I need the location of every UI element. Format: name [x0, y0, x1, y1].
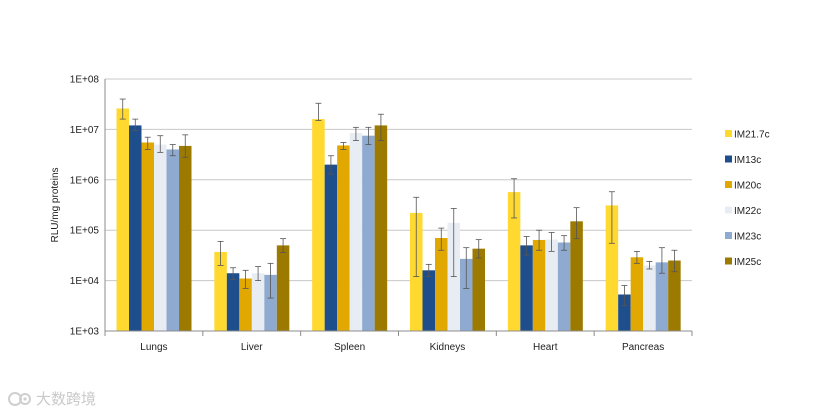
bar	[643, 265, 656, 331]
bar	[324, 164, 338, 331]
bar	[570, 221, 583, 331]
category-label: Spleen	[334, 342, 365, 353]
y-tick-label: 1E+03	[70, 327, 100, 338]
bar	[655, 262, 669, 331]
bar	[239, 278, 252, 331]
bar	[520, 245, 533, 331]
bar	[460, 258, 473, 331]
bar	[264, 274, 277, 331]
bar	[362, 135, 375, 331]
bar	[166, 149, 179, 331]
bars	[116, 108, 681, 331]
bar	[179, 145, 192, 331]
legend-swatch	[725, 130, 732, 137]
y-tick-label: 1E+07	[70, 125, 100, 136]
axes	[104, 79, 693, 336]
bar	[507, 192, 521, 331]
bar	[668, 260, 681, 331]
legend-swatch	[725, 206, 732, 214]
legend-label: IM20c	[734, 181, 761, 192]
watermark-text: 大数跨境	[36, 390, 97, 408]
bar	[630, 257, 644, 331]
bar	[422, 270, 435, 331]
legend: IM21.7c IM13c IM20c IM22c IM23c IM25c	[725, 130, 770, 268]
bar	[545, 239, 558, 331]
category-label: Kidneys	[430, 342, 466, 353]
bar	[141, 142, 154, 331]
category-label: Liver	[241, 342, 263, 353]
bar	[276, 245, 290, 331]
bar	[532, 239, 546, 331]
category-labels: Lungs Liver Spleen Kidneys Heart Pancreas	[140, 342, 664, 353]
watermark-icon	[8, 391, 31, 406]
legend-label: IM13c	[734, 155, 761, 166]
legend-label: IM25c	[734, 257, 761, 268]
legend-label: IM23c	[734, 232, 761, 243]
bar	[154, 144, 167, 331]
bar	[557, 242, 571, 331]
bar	[116, 108, 129, 331]
legend-label: IM21.7c	[734, 130, 770, 141]
category-label: Pancreas	[622, 342, 664, 353]
bar	[374, 125, 388, 331]
bar	[312, 119, 325, 331]
legend-label: IM22c	[734, 206, 761, 217]
watermark-logo: 大数跨境	[8, 388, 96, 409]
bar	[129, 125, 142, 331]
bar	[337, 145, 350, 331]
y-tick-label: 1E+05	[70, 226, 100, 237]
bar	[226, 273, 240, 331]
bar	[618, 294, 631, 331]
bar	[605, 205, 619, 331]
y-tick-label: 1E+08	[70, 75, 100, 86]
bar	[251, 273, 265, 331]
category-label: Lungs	[140, 342, 167, 353]
y-tick-labels: 1E+03 1E+04 1E+05 1E+06 1E+07 1E+08	[70, 75, 100, 338]
legend-swatch	[725, 232, 732, 239]
y-axis-title: RLU/mg proteins	[50, 167, 61, 242]
error-bars	[119, 98, 678, 306]
legend-swatch	[725, 257, 732, 265]
category-label: Heart	[533, 342, 558, 353]
legend-swatch	[725, 155, 732, 163]
bar	[214, 251, 227, 331]
bar	[472, 248, 485, 331]
bar	[435, 238, 448, 331]
y-tick-label: 1E+04	[70, 276, 100, 287]
bar	[349, 132, 363, 331]
y-tick-label: 1E+06	[70, 175, 100, 186]
legend-swatch	[725, 181, 732, 188]
gridlines	[105, 78, 692, 282]
